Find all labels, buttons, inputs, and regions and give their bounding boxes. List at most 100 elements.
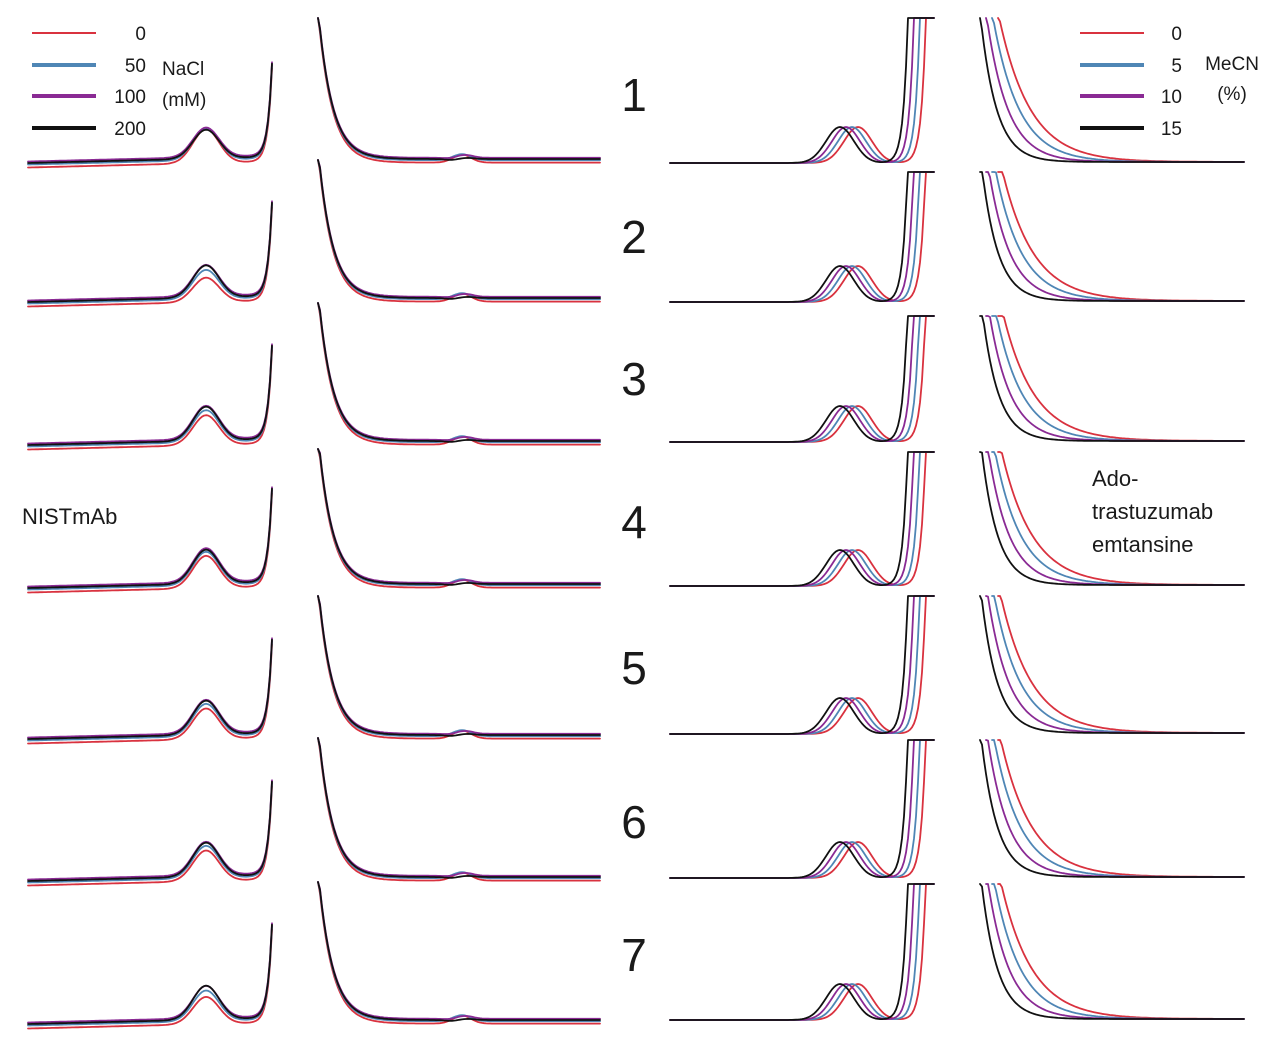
legend-label-10pct: 10 [1161, 87, 1182, 108]
nistmab-trace-tail-row1-200 [317, 17, 601, 161]
nistmab-trace-tail-row3-50 [317, 302, 601, 444]
adc-trace-row3-15 [669, 315, 935, 443]
nistmab-trace-tail-row2-200 [317, 159, 601, 300]
adc-trace-row7-5 [669, 883, 935, 1021]
nistmab-trace-row2-100 [27, 200, 273, 302]
adc-trace-row3-0 [669, 315, 935, 443]
adc-trace-row1-10 [669, 17, 935, 164]
adc-label-line3: emtansine [1092, 532, 1194, 557]
nistmab-trace-tail-row6-50 [317, 737, 601, 880]
nistmab-trace-row7-0 [27, 928, 273, 1030]
nistmab-trace-tail-row2-0 [317, 159, 601, 303]
legend-title-mecn: MeCN [1205, 54, 1259, 75]
nistmab-trace-tail-row6-200 [317, 737, 601, 879]
adc-trace-tail-row2-0 [997, 171, 1245, 302]
nistmab-trace-tail-row3-200 [317, 302, 601, 443]
nistmab-trace-row2-0 [27, 206, 273, 308]
adc-trace-row2-15 [669, 171, 935, 303]
legend-label-15pct: 15 [1161, 119, 1182, 140]
nistmab-trace-row4-0 [27, 492, 273, 594]
adc-trace-row1-5 [669, 17, 935, 164]
adc-trace-row5-15 [669, 595, 935, 735]
legend-label-0: 0 [135, 24, 146, 45]
mecn-legend: 0 5 10 15 MeCN (%) [1080, 24, 1259, 140]
nistmab-trace-row7-100 [27, 922, 273, 1024]
nistmab-trace-tail-row1-0 [317, 17, 601, 164]
nistmab-trace-tail-row4-100 [317, 448, 601, 584]
adc-trace-row7-0 [669, 883, 935, 1021]
adc-trace-tail-row6-10 [985, 739, 1245, 878]
nistmab-trace-row1-0 [27, 67, 273, 169]
legend-title-line1: NaCl [162, 59, 204, 80]
adc-trace-row2-0 [669, 171, 935, 303]
adc-trace-tail-row1-10 [985, 17, 1245, 163]
nistmab-trace-tail-row2-100 [317, 159, 601, 298]
nistmab-trace-tail-row7-50 [317, 881, 601, 1023]
adc-trace-row4-10 [669, 451, 935, 587]
nistmab-trace-row5-100 [27, 637, 273, 739]
nistmab-trace-row5-0 [27, 643, 273, 745]
nistmab-trace-tail-row6-0 [317, 737, 601, 882]
nistmab-trace-row2-50 [27, 203, 273, 305]
adc-trace-row6-0 [669, 739, 935, 879]
adc-trace-tail-row6-15 [979, 739, 1245, 878]
adc-trace-tail-row5-15 [979, 595, 1245, 734]
adc-trace-row6-10 [669, 739, 935, 879]
nistmab-trace-tail-row5-0 [317, 595, 601, 740]
adc-trace-tail-row6-0 [997, 739, 1245, 878]
adc-trace-row4-5 [669, 451, 935, 587]
adc-trace-tail-row7-5 [991, 883, 1245, 1020]
adc-panel [669, 17, 1245, 1021]
adc-trace-row7-15 [669, 883, 935, 1021]
adc-trace-tail-row4-15 [979, 451, 1245, 586]
nistmab-trace-tail-row1-50 [317, 17, 601, 162]
adc-trace-row2-5 [669, 171, 935, 303]
nistmab-trace-row6-100 [27, 779, 273, 881]
legend-label-100: 100 [114, 87, 146, 108]
row-label-5: 5 [621, 642, 647, 694]
adc-trace-row6-15 [669, 739, 935, 879]
nistmab-trace-row7-200 [27, 923, 273, 1025]
nistmab-trace-row1-50 [27, 64, 273, 166]
row-labels: 1 2 3 4 5 6 7 [621, 69, 647, 981]
adc-label-line1: Ado- [1092, 466, 1138, 491]
adc-trace-tail-row1-0 [997, 17, 1245, 163]
nistmab-trace-row4-50 [27, 489, 273, 591]
adc-trace-row3-5 [669, 315, 935, 443]
legend-title-percent: (%) [1217, 84, 1247, 105]
adc-trace-tail-row7-10 [985, 883, 1245, 1020]
nistmab-trace-tail-row7-0 [317, 881, 601, 1025]
adc-trace-tail-row5-0 [997, 595, 1245, 734]
nistmab-trace-tail-row6-100 [317, 737, 601, 877]
nistmab-trace-row5-200 [27, 638, 273, 740]
nistmab-trace-tail-row5-200 [317, 595, 601, 737]
adc-label-line2: trastuzumab [1092, 499, 1213, 524]
nacl-legend: 0 50 100 200 NaCl (mM) [32, 24, 206, 140]
nistmab-trace-tail-row5-50 [317, 595, 601, 738]
legend-label-5pct: 5 [1171, 56, 1182, 77]
nistmab-panel [27, 17, 601, 1030]
legend-label-200: 200 [114, 119, 146, 140]
adc-trace-tail-row7-15 [979, 883, 1245, 1020]
nistmab-trace-tail-row2-50 [317, 159, 601, 301]
nistmab-trace-row4-100 [27, 486, 273, 588]
nistmab-trace-tail-row4-50 [317, 448, 601, 587]
row-label-4: 4 [621, 496, 647, 548]
nistmab-trace-row7-50 [27, 925, 273, 1027]
nistmab-trace-tail-row3-100 [317, 302, 601, 441]
adc-trace-row2-10 [669, 171, 935, 303]
nistmab-trace-tail-row4-0 [317, 448, 601, 589]
nistmab-trace-tail-row3-0 [317, 302, 601, 446]
nistmab-trace-tail-row7-100 [317, 881, 601, 1020]
nistmab-label: NISTmAb [22, 504, 117, 529]
nistmab-trace-row3-100 [27, 343, 273, 445]
adc-trace-row7-10 [669, 883, 935, 1021]
adc-trace-row4-15 [669, 451, 935, 587]
legend-title-line2: (mM) [162, 90, 206, 111]
adc-trace-row1-15 [669, 17, 935, 164]
adc-trace-tail-row3-0 [997, 315, 1245, 442]
nistmab-trace-row3-200 [27, 344, 273, 446]
adc-trace-row4-0 [669, 451, 935, 587]
adc-trace-row5-0 [669, 595, 935, 735]
nistmab-trace-tail-row5-100 [317, 595, 601, 735]
